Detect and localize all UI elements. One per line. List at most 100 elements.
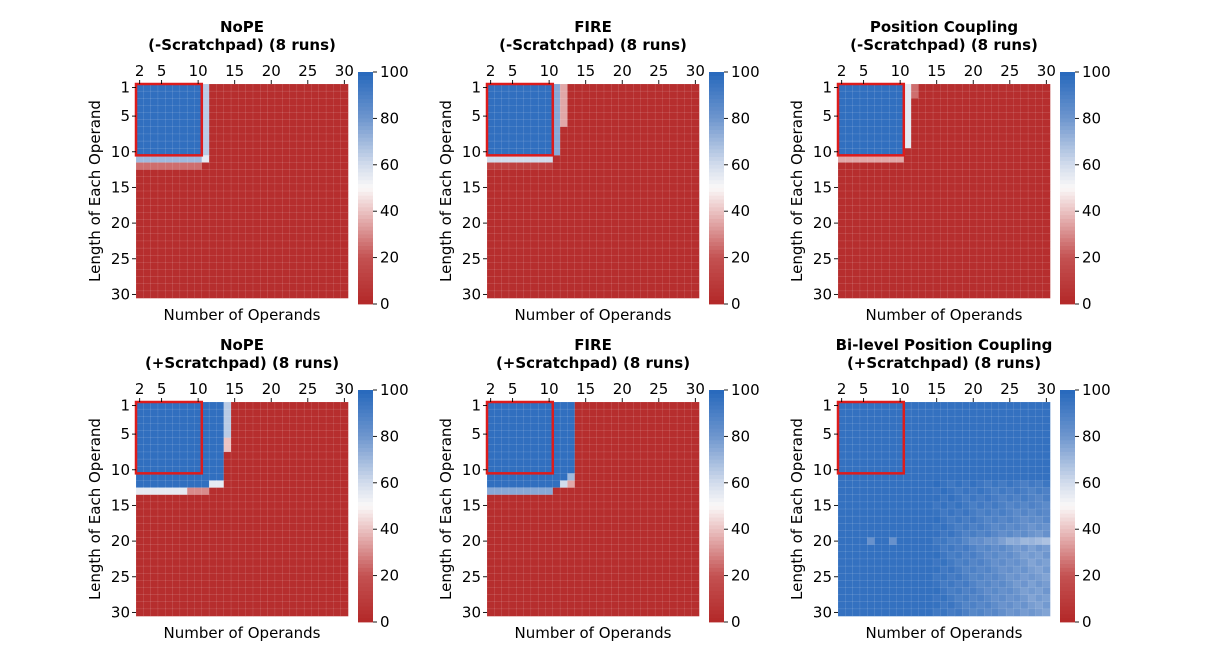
heatmap-cell <box>165 113 173 120</box>
heatmap-cell <box>194 262 202 269</box>
colorbar-segment <box>358 510 373 514</box>
heatmap-cell <box>984 98 992 105</box>
colorbar-segment <box>709 494 724 498</box>
heatmap-cell <box>641 277 649 284</box>
heatmap-cell <box>655 488 663 495</box>
heatmap-cell <box>516 170 524 177</box>
heatmap-cell <box>224 155 232 162</box>
colorbar-segment <box>1060 111 1075 115</box>
heatmap-cell <box>984 162 992 169</box>
heatmap-cell <box>948 191 956 198</box>
heatmap-cell <box>641 291 649 298</box>
heatmap-cell <box>626 277 634 284</box>
heatmap-cell <box>1028 198 1036 205</box>
heatmap-cell <box>326 488 334 495</box>
heatmap-cell <box>494 120 502 127</box>
heatmap-cell <box>260 587 268 594</box>
heatmap-cell <box>297 502 305 509</box>
heatmap-cell <box>589 155 597 162</box>
heatmap-cell <box>611 402 619 409</box>
heatmap-cell <box>626 91 634 98</box>
heatmap-cell <box>231 423 239 430</box>
heatmap-cell <box>1035 212 1043 219</box>
heatmap-cell <box>538 609 546 616</box>
heatmap-cell <box>589 212 597 219</box>
heatmap-cell <box>319 148 327 155</box>
colorbar-segment <box>1060 173 1075 177</box>
heatmap-cell <box>260 269 268 276</box>
heatmap-cell <box>224 227 232 234</box>
heatmap-cell <box>231 402 239 409</box>
heatmap-cell <box>1043 155 1051 162</box>
heatmap-cell <box>326 248 334 255</box>
heatmap-cell <box>494 552 502 559</box>
heatmap-cell <box>311 509 319 516</box>
heatmap-cell <box>1013 155 1021 162</box>
heatmap-cell <box>860 284 868 291</box>
heatmap-cell <box>516 452 524 459</box>
heatmap-cell <box>641 502 649 509</box>
heatmap-cell <box>238 609 246 616</box>
colorbar-segment <box>709 95 724 99</box>
heatmap-cell <box>867 177 875 184</box>
heatmap-cell <box>341 545 349 552</box>
heatmap-cell <box>275 409 283 416</box>
heatmap-cell <box>604 291 612 298</box>
heatmap-cell <box>502 602 510 609</box>
y-axis-label: Length of Each Operand <box>86 418 104 600</box>
heatmap-cell <box>641 262 649 269</box>
heatmap-cell <box>582 162 590 169</box>
heatmap-cell <box>231 284 239 291</box>
heatmap-cell <box>253 191 261 198</box>
heatmap-cell <box>619 609 627 616</box>
heatmap-cell <box>911 84 919 91</box>
heatmap-cell <box>918 212 926 219</box>
heatmap-cell <box>290 602 298 609</box>
heatmap-cell <box>538 523 546 530</box>
heatmap-cell <box>165 416 173 423</box>
heatmap-cell <box>641 241 649 248</box>
colorbar-segment <box>358 84 373 88</box>
heatmap-cell <box>845 127 853 134</box>
heatmap-cell <box>202 480 210 487</box>
heatmap-cell <box>933 127 941 134</box>
heatmap-cell <box>1006 155 1014 162</box>
colorbar-segment <box>358 425 373 429</box>
heatmap-cell <box>202 227 210 234</box>
heatmap-cell <box>948 198 956 205</box>
heatmap-cell <box>231 473 239 480</box>
heatmap-cell <box>487 177 495 184</box>
heatmap-cell <box>918 241 926 248</box>
heatmap-cell <box>524 255 532 262</box>
heatmap-cell <box>553 248 561 255</box>
heatmap-cell <box>626 98 634 105</box>
heatmap-cell <box>524 227 532 234</box>
heatmap-cell <box>187 530 195 537</box>
heatmap-cell <box>1028 205 1036 212</box>
heatmap-cell <box>992 91 1000 98</box>
heatmap-cell <box>589 509 597 516</box>
heatmap-cell <box>224 416 232 423</box>
heatmap-cell <box>282 277 290 284</box>
heatmap-cell <box>275 573 283 580</box>
heatmap-cell <box>151 431 159 438</box>
heatmap-cell <box>524 162 532 169</box>
heatmap-cell <box>604 573 612 580</box>
heatmap-cell <box>246 509 254 516</box>
x-tick-label: 15 <box>225 62 244 80</box>
heatmap-cell <box>918 127 926 134</box>
heatmap-cell <box>151 573 159 580</box>
colorbar-segment <box>1060 188 1075 192</box>
heatmap-cell <box>231 127 239 134</box>
heatmap-cell <box>238 91 246 98</box>
heatmap-cell <box>641 488 649 495</box>
heatmap-cell <box>502 113 510 120</box>
heatmap-cell <box>502 198 510 205</box>
heatmap-cell <box>933 423 941 430</box>
heatmap-cell <box>619 234 627 241</box>
heatmap-cell <box>282 452 290 459</box>
heatmap-cell <box>487 277 495 284</box>
heatmap-cell <box>268 227 276 234</box>
colorbar-segment <box>358 246 373 250</box>
heatmap-cell <box>684 523 692 530</box>
